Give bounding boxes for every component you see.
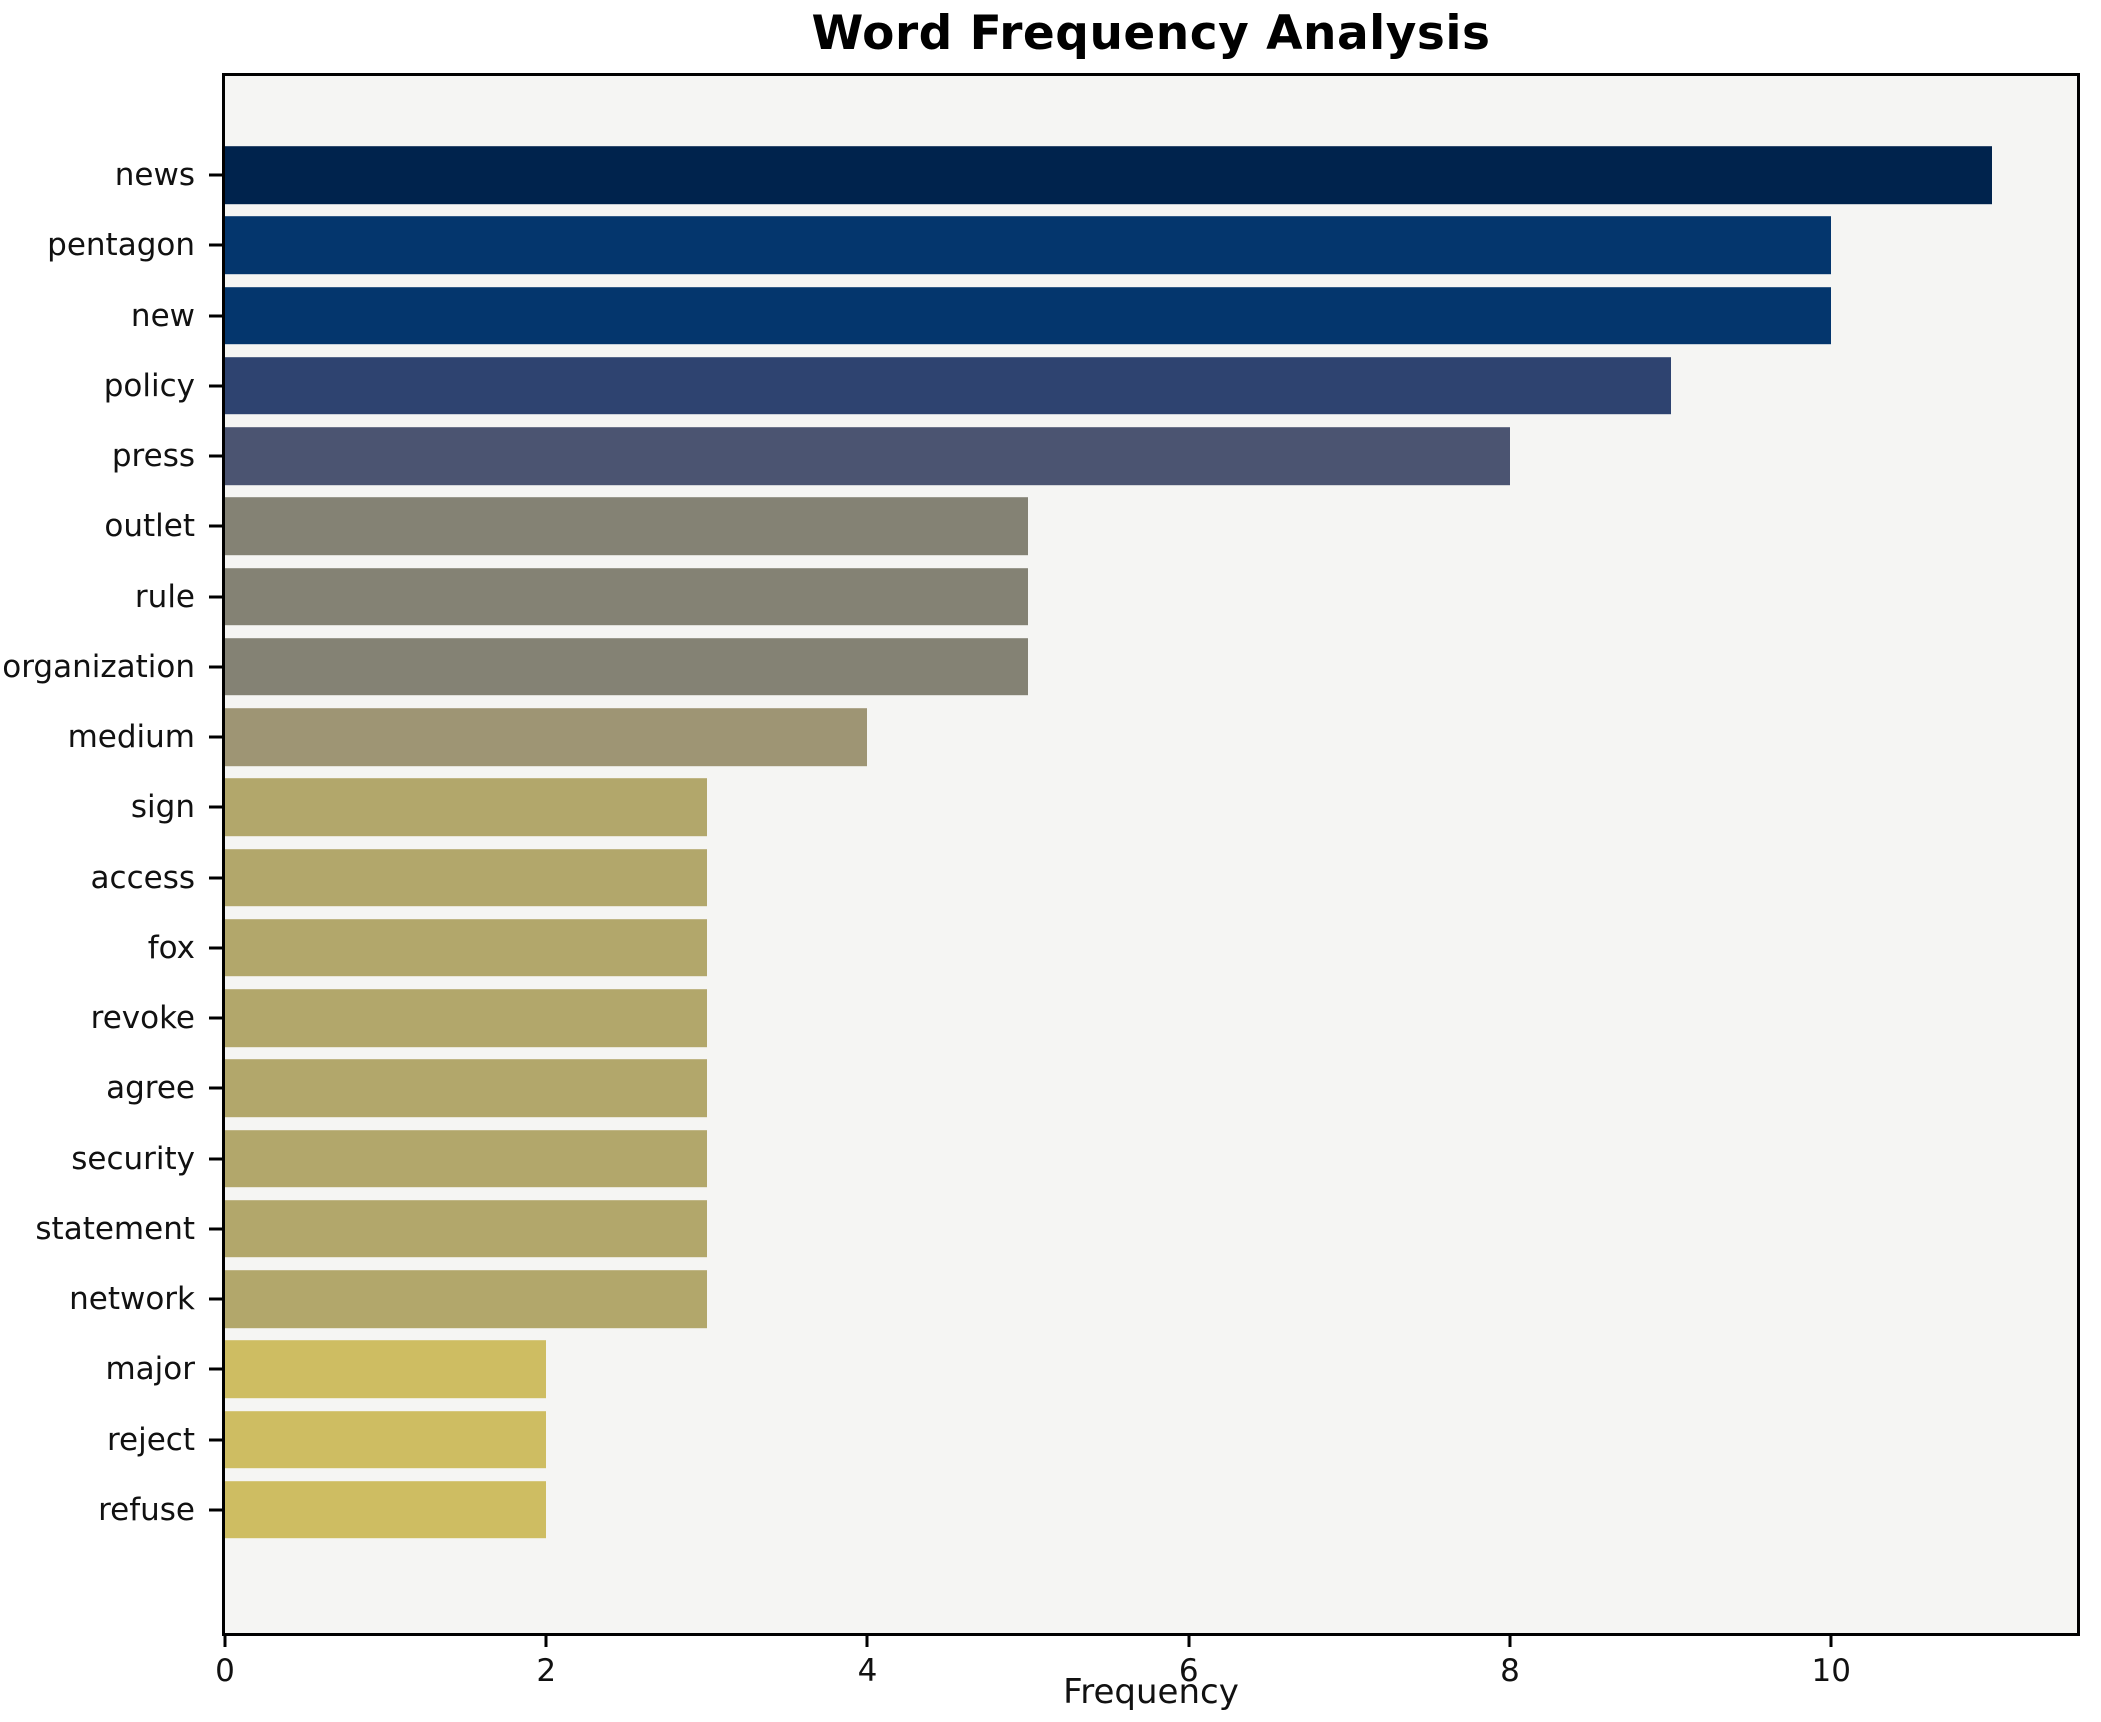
y-tick-mark xyxy=(209,243,222,247)
category-label-rule: rule xyxy=(134,578,195,615)
bar-organization xyxy=(225,638,1029,696)
y-tick-mark xyxy=(209,1438,222,1442)
category-label-press: press xyxy=(111,438,195,475)
y-tick-mark xyxy=(209,805,222,809)
category-label-fox: fox xyxy=(147,929,195,966)
bar-pentagon xyxy=(225,216,1832,275)
bar-revoke xyxy=(225,989,707,1047)
x-tick-label-4: 4 xyxy=(857,1653,878,1689)
x-tick-label-0: 0 xyxy=(215,1653,235,1689)
bar-medium xyxy=(225,708,868,766)
category-label-pentagon: pentagon xyxy=(47,227,195,264)
x-axis-label: Frequency xyxy=(1063,1672,1239,1712)
category-label-policy: policy xyxy=(103,367,195,404)
bar-row-press: press xyxy=(112,421,2077,491)
bar-row-refuse: refuse xyxy=(98,1475,2077,1545)
bar-outlet xyxy=(225,497,1029,556)
y-tick-mark xyxy=(209,1508,222,1512)
x-tick-mark xyxy=(865,1633,869,1647)
category-label-network: network xyxy=(69,1281,195,1318)
y-tick-mark xyxy=(209,876,222,880)
y-tick-mark xyxy=(209,454,222,458)
bar-row-outlet: outlet xyxy=(104,491,2077,561)
category-label-major: major xyxy=(105,1351,195,1388)
x-tick-label-2: 2 xyxy=(536,1653,557,1689)
bar-new xyxy=(225,286,1832,345)
category-label-sign: sign xyxy=(130,789,195,826)
y-tick-mark xyxy=(209,1016,222,1020)
bar-security xyxy=(225,1129,707,1188)
y-tick-mark xyxy=(209,1086,222,1090)
y-tick-mark xyxy=(209,1227,222,1231)
x-tick-mark xyxy=(223,1633,227,1647)
x-tick-label-8: 8 xyxy=(1500,1653,1520,1689)
y-tick-mark xyxy=(209,173,222,177)
y-tick-mark xyxy=(209,946,222,950)
bar-row-policy: policy xyxy=(104,351,2077,421)
y-tick-mark xyxy=(209,524,222,528)
y-tick-mark xyxy=(209,1157,222,1161)
x-tick-label-10: 10 xyxy=(1811,1653,1851,1689)
bar-row-security: security xyxy=(71,1124,2077,1194)
category-label-new: new xyxy=(130,297,195,334)
bar-row-new: new xyxy=(131,281,2077,351)
x-tick-mark xyxy=(544,1633,548,1647)
bar-row-revoke: revoke xyxy=(91,983,2077,1053)
plot-area: news pentagon new policy press outlet rule orga… xyxy=(2,73,2080,1689)
bar-row-fox: fox xyxy=(148,913,2077,983)
bar-row-major: major xyxy=(105,1334,2077,1404)
bar-row-organization: organization xyxy=(2,632,2077,702)
x-tick-label-6: 6 xyxy=(1178,1653,1199,1689)
bar-statement xyxy=(225,1200,707,1258)
bar-row-rule: rule xyxy=(135,562,2077,632)
category-label-news: news xyxy=(114,157,195,194)
category-label-statement: statement xyxy=(35,1210,195,1247)
bar-rows: news pentagon new policy press outlet rule orga… xyxy=(2,140,2077,1545)
chart-title: Word Frequency Analysis xyxy=(811,6,1491,61)
category-label-outlet: outlet xyxy=(104,508,195,545)
bar-row-pentagon: pentagon xyxy=(47,210,2077,280)
bar-row-reject: reject xyxy=(107,1405,2077,1475)
bar-reject xyxy=(225,1410,547,1469)
bar-row-access: access xyxy=(91,843,2077,913)
bar-policy xyxy=(225,357,1671,415)
y-tick-mark xyxy=(209,595,222,599)
bar-major xyxy=(225,1340,547,1399)
x-tick-mark xyxy=(1508,1633,1512,1647)
x-tick-mark xyxy=(1187,1633,1191,1647)
y-tick-mark xyxy=(209,735,222,739)
y-tick-mark xyxy=(209,665,222,669)
y-tick-mark xyxy=(209,384,222,388)
bar-row-statement: statement xyxy=(35,1194,2077,1264)
bar-row-agree: agree xyxy=(106,1053,2077,1123)
category-label-security: security xyxy=(71,1140,195,1177)
y-tick-mark xyxy=(209,1367,222,1371)
category-label-agree: agree xyxy=(106,1070,195,1107)
category-label-refuse: refuse xyxy=(98,1491,195,1528)
y-tick-mark xyxy=(209,314,222,318)
y-tick-mark xyxy=(209,1297,222,1301)
bar-agree xyxy=(225,1059,707,1118)
bar-row-news: news xyxy=(115,140,2077,210)
category-label-access: access xyxy=(90,859,195,896)
bar-network xyxy=(225,1270,707,1328)
bar-fox xyxy=(225,919,707,977)
category-label-organization: organization xyxy=(2,648,195,685)
bar-access xyxy=(225,848,707,907)
category-label-revoke: revoke xyxy=(90,1000,195,1037)
category-label-reject: reject xyxy=(106,1421,195,1458)
category-label-medium: medium xyxy=(67,719,195,756)
bar-news xyxy=(225,146,1992,204)
bar-row-medium: medium xyxy=(68,702,2077,772)
bar-sign xyxy=(225,778,707,837)
x-tick-mark xyxy=(1829,1633,1833,1647)
bar-rule xyxy=(225,567,1029,626)
bar-row-sign: sign xyxy=(131,772,2077,842)
bar-refuse xyxy=(225,1481,547,1539)
bar-row-network: network xyxy=(69,1264,2077,1334)
bar-press xyxy=(225,427,1510,485)
